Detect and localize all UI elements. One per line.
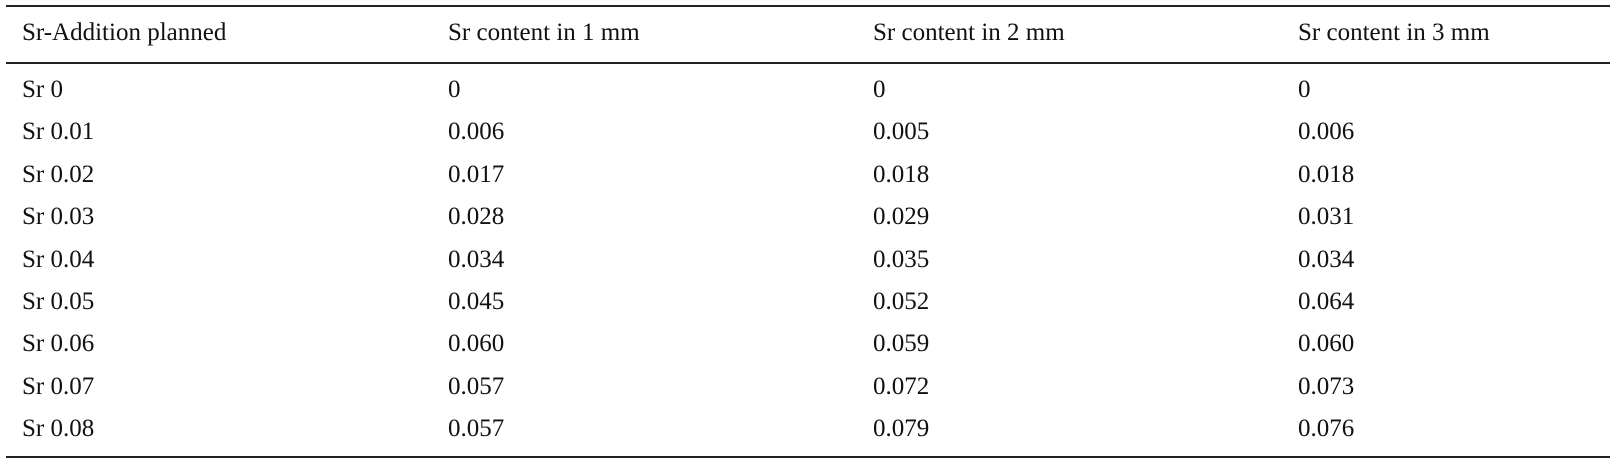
- table-cell: 0.059: [873, 330, 930, 358]
- table-cell: 0.064: [1298, 288, 1355, 315]
- header-cell: Sr-Addition planned: [22, 19, 227, 46]
- table-cell: 0.060: [1298, 330, 1355, 358]
- row-label: Sr 0.01: [22, 118, 95, 146]
- table-cell: 0.057: [448, 372, 505, 400]
- row-label: Sr 0.08: [22, 415, 95, 443]
- header-rule: [6, 62, 1610, 64]
- table-cell: 0.035: [873, 245, 930, 273]
- table-cell: 0: [1298, 76, 1311, 103]
- table-cell: 0.006: [448, 118, 505, 146]
- table-cell: 0.079: [873, 415, 930, 443]
- row-label: Sr 0.07: [22, 372, 95, 400]
- header-cell: Sr content in 3 mm: [1298, 19, 1490, 46]
- table-cell: 0: [873, 76, 886, 103]
- table-cell: 0.060: [448, 330, 505, 358]
- row-label: Sr 0.06: [22, 330, 95, 358]
- table-cell: 0.034: [1298, 245, 1355, 273]
- table-cell: 0.017: [448, 160, 505, 188]
- row-label: Sr 0.02: [22, 160, 95, 188]
- row-label: Sr 0.03: [22, 203, 95, 231]
- table-cell: 0.072: [873, 372, 930, 400]
- table-cell: 0.031: [1298, 203, 1355, 231]
- table-cell: 0.018: [1298, 160, 1355, 188]
- table-cell: 0.034: [448, 245, 505, 273]
- top-rule: [6, 5, 1610, 7]
- table-cell: 0.057: [448, 415, 505, 443]
- table-cell: 0.052: [873, 288, 930, 315]
- row-label: Sr 0: [22, 76, 63, 103]
- table-cell: 0.005: [873, 118, 930, 146]
- table-cell: 0.028: [448, 203, 505, 231]
- table-cell: 0.006: [1298, 118, 1355, 146]
- header-cell: Sr content in 2 mm: [873, 19, 1065, 46]
- table-cell: 0.029: [873, 203, 930, 231]
- table-cell: 0.076: [1298, 415, 1355, 443]
- header-cell: Sr content in 1 mm: [448, 19, 640, 46]
- row-label: Sr 0.05: [22, 288, 95, 315]
- row-label: Sr 0.04: [22, 245, 95, 273]
- table-cell: 0: [448, 76, 461, 103]
- table-cell: 0.073: [1298, 372, 1355, 400]
- table-cell: 0.045: [448, 288, 505, 315]
- bottom-rule: [6, 456, 1610, 458]
- table-cell: 0.018: [873, 160, 930, 188]
